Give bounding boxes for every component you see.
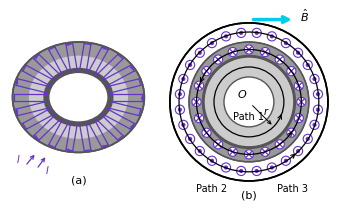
Circle shape: [303, 134, 312, 144]
Circle shape: [312, 123, 316, 127]
Circle shape: [189, 42, 309, 162]
Circle shape: [316, 108, 320, 112]
Circle shape: [244, 45, 253, 54]
Circle shape: [284, 159, 288, 163]
Circle shape: [237, 166, 246, 176]
Ellipse shape: [13, 42, 144, 152]
Circle shape: [186, 134, 195, 144]
Circle shape: [294, 146, 302, 156]
Circle shape: [204, 57, 294, 147]
Circle shape: [306, 63, 310, 67]
Circle shape: [287, 128, 296, 137]
Circle shape: [313, 90, 323, 99]
Circle shape: [294, 48, 302, 57]
Circle shape: [297, 97, 306, 106]
Circle shape: [228, 47, 237, 57]
Circle shape: [261, 147, 270, 156]
Circle shape: [179, 120, 188, 129]
Circle shape: [294, 114, 303, 123]
Circle shape: [224, 77, 274, 127]
Circle shape: [178, 92, 182, 96]
Circle shape: [294, 81, 303, 90]
Circle shape: [252, 166, 261, 176]
Circle shape: [202, 67, 211, 76]
Circle shape: [194, 81, 204, 90]
Circle shape: [194, 114, 204, 123]
Circle shape: [281, 38, 291, 48]
Text: Path 2: Path 2: [196, 184, 227, 194]
Circle shape: [204, 57, 294, 147]
Circle shape: [195, 146, 204, 156]
Circle shape: [186, 60, 195, 69]
Circle shape: [306, 137, 310, 141]
Circle shape: [175, 90, 184, 99]
Circle shape: [179, 74, 188, 84]
Circle shape: [310, 120, 319, 129]
Circle shape: [281, 156, 291, 165]
Circle shape: [237, 28, 246, 37]
Circle shape: [178, 108, 182, 112]
Circle shape: [175, 105, 184, 114]
Circle shape: [296, 149, 300, 153]
Text: $I$: $I$: [16, 153, 20, 165]
Circle shape: [210, 159, 214, 163]
Circle shape: [267, 163, 277, 172]
Ellipse shape: [43, 68, 114, 127]
Text: $\hat{B}$: $\hat{B}$: [300, 8, 309, 24]
Text: r: r: [264, 107, 267, 117]
Circle shape: [312, 77, 316, 81]
Text: Path 1: Path 1: [234, 112, 264, 122]
Circle shape: [270, 34, 274, 38]
Circle shape: [181, 123, 186, 127]
Circle shape: [224, 34, 228, 38]
Text: Path 3: Path 3: [277, 184, 308, 194]
Circle shape: [192, 97, 201, 106]
Circle shape: [270, 165, 274, 170]
Circle shape: [239, 31, 243, 35]
Circle shape: [310, 74, 319, 84]
Circle shape: [255, 31, 259, 35]
Text: (a): (a): [71, 175, 86, 185]
Circle shape: [239, 169, 243, 173]
Circle shape: [213, 140, 223, 149]
Circle shape: [316, 92, 320, 96]
Circle shape: [244, 150, 253, 159]
Circle shape: [287, 67, 296, 76]
Circle shape: [296, 51, 300, 55]
Circle shape: [313, 105, 323, 114]
Circle shape: [198, 51, 202, 55]
Circle shape: [261, 47, 270, 57]
Circle shape: [181, 77, 186, 81]
Circle shape: [207, 38, 217, 48]
Circle shape: [267, 32, 277, 41]
Circle shape: [221, 163, 231, 172]
Circle shape: [198, 149, 202, 153]
Circle shape: [303, 60, 312, 69]
Text: O: O: [238, 90, 247, 100]
Circle shape: [224, 165, 228, 170]
Circle shape: [275, 55, 284, 64]
Circle shape: [275, 140, 284, 149]
Circle shape: [284, 41, 288, 45]
Circle shape: [188, 137, 192, 141]
Circle shape: [213, 55, 223, 64]
Text: $I$: $I$: [45, 164, 50, 176]
Circle shape: [170, 23, 328, 181]
Circle shape: [188, 63, 192, 67]
Circle shape: [221, 32, 231, 41]
Ellipse shape: [49, 72, 108, 122]
Circle shape: [255, 169, 259, 173]
Circle shape: [207, 156, 217, 165]
Circle shape: [252, 28, 261, 37]
Ellipse shape: [29, 56, 128, 139]
Text: (b): (b): [241, 190, 257, 200]
Circle shape: [210, 41, 214, 45]
Circle shape: [195, 48, 204, 57]
Circle shape: [228, 147, 237, 156]
Circle shape: [202, 55, 296, 149]
Circle shape: [202, 128, 211, 137]
